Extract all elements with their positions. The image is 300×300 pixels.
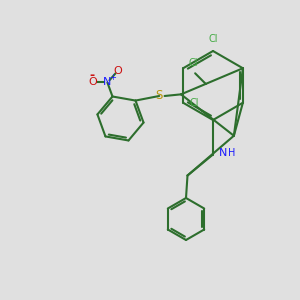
Text: -: - xyxy=(90,69,95,82)
Text: O: O xyxy=(88,77,97,87)
Text: O: O xyxy=(113,66,122,76)
Text: N: N xyxy=(103,77,112,87)
Text: Cl: Cl xyxy=(190,98,199,108)
Text: +: + xyxy=(109,74,116,82)
Text: H: H xyxy=(228,148,236,158)
Text: Cl: Cl xyxy=(189,58,198,68)
Text: S: S xyxy=(155,89,162,103)
Text: N: N xyxy=(218,148,227,158)
Text: Cl: Cl xyxy=(208,34,218,44)
